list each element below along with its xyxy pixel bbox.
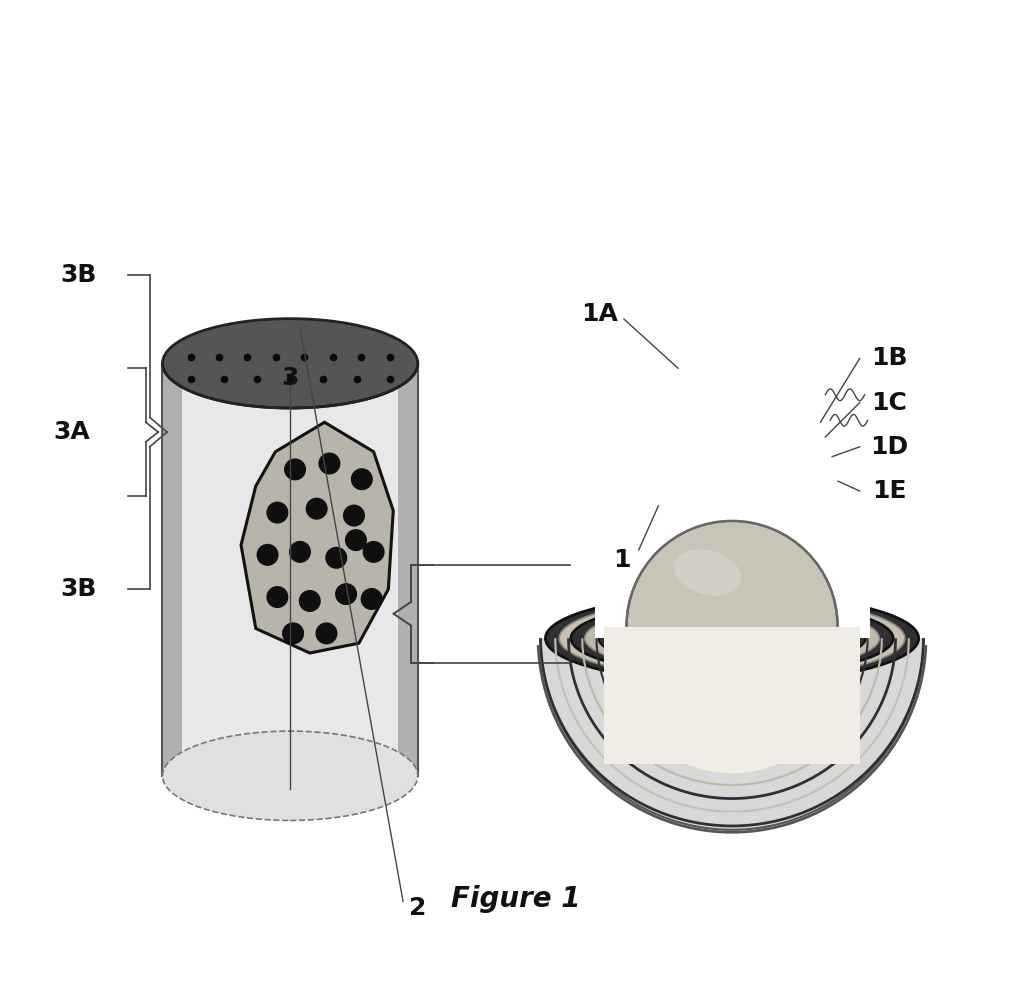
Circle shape — [299, 591, 320, 611]
Ellipse shape — [559, 598, 905, 679]
Text: 1E: 1E — [872, 479, 906, 503]
Circle shape — [267, 503, 288, 523]
Circle shape — [326, 548, 347, 568]
Ellipse shape — [571, 601, 893, 676]
Text: 1: 1 — [613, 548, 631, 572]
Ellipse shape — [599, 609, 866, 668]
Circle shape — [319, 454, 340, 474]
Text: 1D: 1D — [870, 435, 908, 459]
Circle shape — [283, 624, 303, 644]
Text: 3B: 3B — [61, 577, 97, 601]
Polygon shape — [605, 627, 860, 764]
Polygon shape — [516, 393, 948, 638]
Text: 1B: 1B — [871, 347, 907, 370]
Polygon shape — [241, 422, 393, 653]
Text: 1A: 1A — [581, 302, 618, 326]
Polygon shape — [162, 363, 182, 776]
Text: 2: 2 — [409, 897, 426, 920]
Circle shape — [307, 499, 327, 518]
Ellipse shape — [607, 522, 858, 774]
Circle shape — [346, 530, 366, 550]
Circle shape — [361, 589, 382, 609]
Text: 3B: 3B — [61, 263, 97, 287]
Polygon shape — [398, 363, 418, 776]
Text: Figure 1: Figure 1 — [451, 885, 581, 912]
Text: 1C: 1C — [871, 391, 907, 414]
Circle shape — [335, 583, 356, 604]
Polygon shape — [594, 462, 870, 638]
Ellipse shape — [546, 594, 918, 682]
Circle shape — [290, 542, 311, 562]
Circle shape — [267, 587, 288, 607]
Ellipse shape — [162, 731, 418, 821]
Ellipse shape — [585, 605, 879, 672]
Circle shape — [344, 506, 364, 526]
Ellipse shape — [674, 549, 741, 596]
Ellipse shape — [162, 318, 418, 409]
Text: 3A: 3A — [54, 420, 91, 444]
Circle shape — [352, 469, 373, 490]
Text: 3: 3 — [282, 366, 299, 390]
Ellipse shape — [626, 521, 838, 733]
Circle shape — [257, 544, 278, 566]
Circle shape — [363, 542, 384, 562]
Circle shape — [285, 460, 305, 479]
Polygon shape — [162, 363, 418, 776]
Ellipse shape — [541, 447, 924, 830]
Circle shape — [316, 624, 336, 644]
